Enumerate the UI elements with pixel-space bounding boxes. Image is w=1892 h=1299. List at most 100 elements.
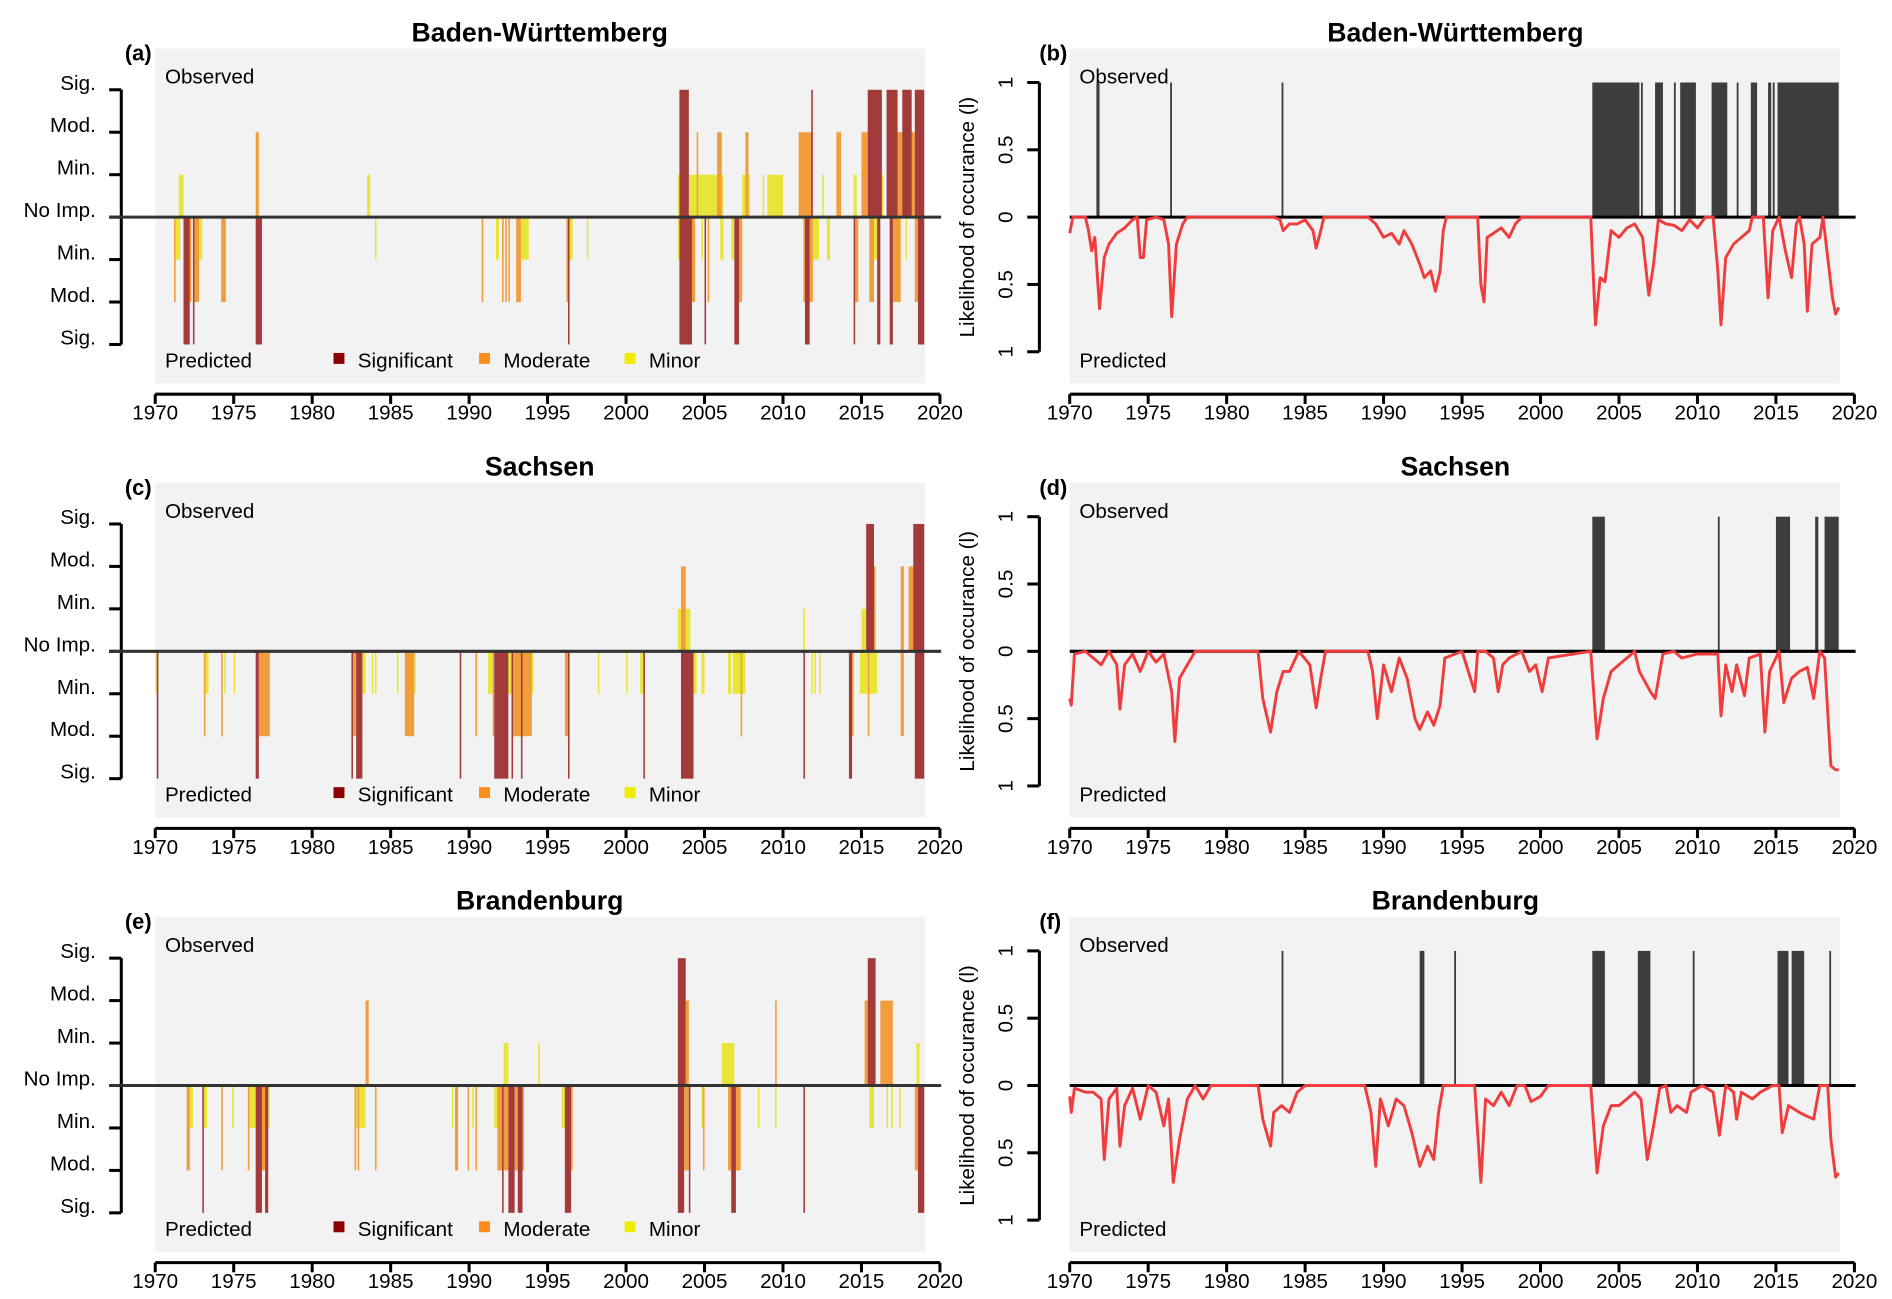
predicted-impact-bar: [855, 217, 859, 303]
observed-label: Observed: [1079, 66, 1168, 89]
observed-impact-bar: [762, 174, 765, 218]
predicted-impact-bar: [731, 217, 735, 260]
x-tick-label: 2000: [603, 402, 649, 425]
predicted-impact-bar: [459, 651, 462, 779]
x-tick-label: 1985: [368, 402, 414, 425]
observed-impact-bar: [836, 132, 842, 218]
y-tick-label: 0.5: [995, 570, 1018, 599]
legend-swatch-moderate: [479, 787, 490, 799]
observed-impact-bar: [861, 608, 867, 652]
y-tick-label: No Imp.: [24, 199, 96, 222]
predicted-impact-bar: [203, 651, 206, 737]
predicted-impact-bar: [221, 651, 223, 737]
observed-impact-bar: [803, 608, 805, 652]
x-tick-label: 1970: [1047, 836, 1093, 859]
panel-title: Baden-Württemberg: [412, 17, 668, 47]
panel-e: Brandenburg (e) Observed Predicted Sig. Mod. M…: [24, 886, 963, 1293]
predicted-impact-bar: [892, 217, 901, 303]
predicted-impact-bar: [221, 1085, 223, 1171]
y-axis-label: Likelihood of occurance (l): [956, 531, 979, 772]
observed-event-bar: [1711, 82, 1728, 218]
x-tick-label: 1980: [289, 836, 335, 859]
y-tick-label: Mod.: [50, 983, 96, 1006]
x-tick-label: 1995: [525, 836, 571, 859]
predicted-impact-bar: [174, 217, 176, 303]
predicted-impact-bar: [502, 1085, 504, 1213]
predicted-impact-bar: [199, 217, 203, 260]
predicted-impact-bar: [867, 651, 870, 737]
y-tick-label: Mod.: [50, 1152, 96, 1175]
x-tick-label: 1980: [289, 1270, 335, 1293]
predicted-impact-bar: [731, 1085, 736, 1213]
x-tick-label: 1970: [1047, 1270, 1093, 1293]
predicted-impact-bar: [451, 1085, 454, 1128]
y-tick-label: 1: [995, 780, 1018, 791]
y-tick-label: 0.5: [995, 704, 1018, 733]
panel-label: (f): [1039, 909, 1061, 934]
predicted-impact-bar: [487, 651, 493, 694]
observed-label: Observed: [165, 934, 254, 957]
x-tick-label: 2015: [839, 836, 885, 859]
predicted-impact-bar: [677, 1085, 685, 1213]
x-tick-label: 1980: [289, 402, 335, 425]
legend-swatch-significant: [333, 1221, 345, 1233]
predicted-impact-bar: [247, 1085, 250, 1171]
predicted-impact-bar: [640, 651, 644, 694]
predicted-impact-bar: [156, 651, 159, 779]
observed-event-bar: [1637, 950, 1651, 1086]
observed-label: Observed: [165, 500, 254, 523]
observed-impact-bar: [916, 1043, 920, 1086]
y-tick-label: 1: [995, 1214, 1018, 1225]
predicted-impact-bar: [508, 1085, 515, 1213]
legend-label: Minor: [649, 1218, 701, 1241]
observed-impact-bar: [696, 132, 699, 218]
y-tick-label: Min.: [57, 242, 96, 265]
panel-f: Brandenburg (f) Observed Predicted 1 0.5 0 0.5 1…: [956, 886, 1877, 1293]
predicted-impact-bar: [503, 1085, 509, 1171]
predicted-impact-bar: [352, 651, 357, 737]
predicted-impact-bar: [775, 1085, 777, 1128]
predicted-label: Predicted: [165, 350, 252, 373]
legend-label: Minor: [649, 350, 701, 373]
predicted-impact-bar: [561, 1085, 565, 1128]
legend-swatch-moderate: [479, 1221, 490, 1233]
predicted-impact-bar: [357, 1085, 360, 1171]
predicted-impact-bar: [853, 217, 856, 345]
observed-impact-bar: [822, 174, 824, 218]
predicted-impact-bar: [728, 651, 732, 694]
observed-event-bar: [1772, 82, 1775, 218]
observed-impact-bar: [914, 89, 925, 218]
predicted-impact-bar: [914, 1085, 918, 1171]
x-tick-label: 1990: [446, 402, 492, 425]
predicted-impact-bar: [249, 1085, 256, 1128]
panel-d: Sachsen (d) Observed Predicted 1 0.5 0 0.5 1 Like…: [956, 451, 1877, 858]
observed-label: Observed: [1079, 500, 1168, 523]
predicted-impact-bar: [852, 651, 854, 737]
y-tick-label: Min.: [57, 591, 96, 614]
y-axis-label: Likelihood of occurance (l): [956, 97, 979, 338]
observed-event-bar: [1170, 82, 1172, 218]
y-tick-label: Sig.: [60, 1195, 96, 1218]
observed-event-bar: [1750, 82, 1758, 218]
y-tick-label: 0.5: [995, 270, 1018, 299]
predicted-impact-bar: [522, 1085, 525, 1171]
x-tick-label: 1975: [1125, 1270, 1171, 1293]
x-tick-label: 1985: [1282, 402, 1328, 425]
y-tick-label: Mod.: [50, 548, 96, 571]
observed-impact-bar: [902, 89, 912, 218]
y-tick-label: 0.5: [995, 135, 1018, 164]
x-tick-label: 1995: [525, 402, 571, 425]
x-tick-label: 2020: [1831, 836, 1877, 859]
predicted-impact-bar: [848, 651, 853, 779]
predicted-impact-bar: [354, 1085, 357, 1171]
x-tick-label: 1990: [446, 836, 492, 859]
x-tick-label: 2020: [917, 836, 963, 859]
predicted-impact-bar: [735, 1085, 741, 1171]
predicted-impact-bar: [255, 651, 259, 779]
panel-title: Baden-Württemberg: [1327, 17, 1583, 47]
legend-label: Significant: [358, 350, 453, 373]
observed-label: Observed: [165, 66, 254, 89]
predicted-impact-bar: [268, 1085, 270, 1128]
predicted-impact-bar: [183, 217, 190, 345]
observed-impact-bar: [913, 523, 925, 652]
